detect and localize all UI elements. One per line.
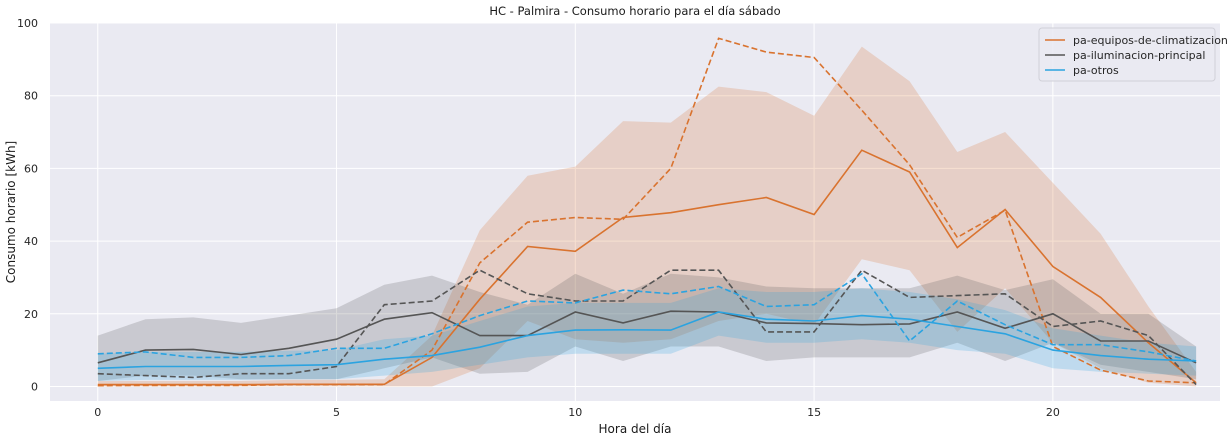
legend-label: pa-equipos-de-climatizacion bbox=[1073, 34, 1228, 47]
dashed-line-pa-iluminacion-principal bbox=[97, 269, 1197, 386]
x-axis-label: Hora del día bbox=[599, 422, 672, 436]
x-tick-label: 20 bbox=[1046, 406, 1060, 419]
y-tick-label: 20 bbox=[24, 308, 38, 321]
dashed-line-pa-otros bbox=[97, 272, 1197, 362]
grid bbox=[50, 22, 1220, 401]
band-pa-iluminacion-principal bbox=[97, 273, 1197, 381]
y-axis-label: Consumo horario [kWh] bbox=[4, 141, 18, 283]
x-tick-label: 15 bbox=[807, 406, 821, 419]
y-tick-label: 60 bbox=[24, 162, 38, 175]
legend-label: pa-iluminacion-principal bbox=[1073, 49, 1205, 62]
x-tick-label: 10 bbox=[568, 406, 582, 419]
y-axis-ticks: 0 20 40 60 80 100 bbox=[17, 17, 38, 393]
series-lines bbox=[97, 37, 1197, 387]
chart-title: HC - Palmira - Consumo horario para el d… bbox=[489, 4, 780, 18]
plot-area bbox=[50, 23, 1220, 401]
band-pa-equipos-de-climatizacion bbox=[97, 46, 1197, 387]
legend-label: pa-otros bbox=[1073, 64, 1119, 77]
y-tick-label: 40 bbox=[24, 235, 38, 248]
legend: pa-equipos-de-climatizacion pa-iluminacio… bbox=[1038, 27, 1228, 82]
band-pa-otros bbox=[97, 288, 1197, 381]
dashed-line-pa-equipos-de-climatizacion bbox=[97, 37, 1197, 387]
x-axis-ticks: 0 5 10 15 20 bbox=[94, 406, 1060, 419]
line-pa-otros bbox=[97, 311, 1197, 370]
y-tick-label: 100 bbox=[17, 17, 38, 30]
confidence-bands bbox=[97, 46, 1197, 387]
y-tick-label: 80 bbox=[24, 90, 38, 103]
line-pa-iluminacion-principal bbox=[97, 310, 1197, 364]
x-tick-label: 0 bbox=[94, 406, 101, 419]
legend-box bbox=[1038, 27, 1216, 82]
x-tick-label: 5 bbox=[333, 406, 340, 419]
y-tick-label: 0 bbox=[31, 380, 38, 393]
